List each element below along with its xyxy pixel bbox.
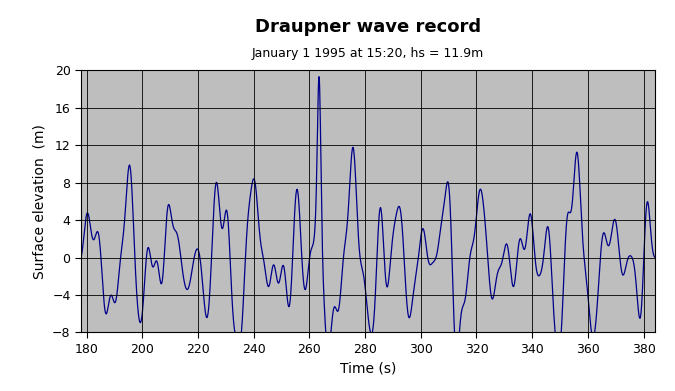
Y-axis label: Surface elevation  (m): Surface elevation (m) [32,124,47,279]
X-axis label: Time (s): Time (s) [340,361,396,375]
Text: Draupner wave record: Draupner wave record [255,18,481,36]
Text: January 1 1995 at 15:20, hs = 11.9m: January 1 1995 at 15:20, hs = 11.9m [252,47,484,60]
